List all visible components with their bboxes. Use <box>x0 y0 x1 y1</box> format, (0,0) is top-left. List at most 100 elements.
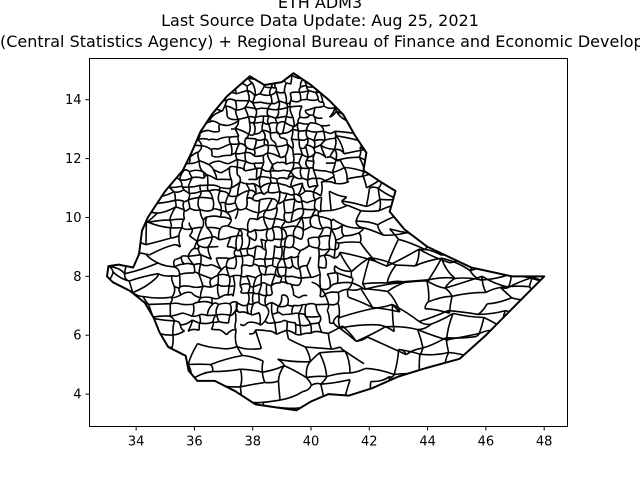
admin-boundary-line <box>267 227 273 230</box>
admin-boundary-line <box>384 166 403 169</box>
admin-boundary-line <box>228 136 232 145</box>
admin-boundary-line <box>112 106 123 115</box>
admin-boundary-line <box>315 208 322 213</box>
admin-boundary-line <box>313 147 316 153</box>
admin-boundary-line <box>532 132 538 135</box>
admin-boundary-line <box>358 118 367 135</box>
admin-boundary-line <box>122 133 158 148</box>
admin-boundary-line <box>220 74 226 78</box>
admin-boundary-line <box>269 131 278 135</box>
country-outline <box>106 72 546 412</box>
admin-boundary-line <box>335 94 363 97</box>
admin-boundary-line <box>471 124 492 131</box>
admin-boundary-line <box>211 198 215 211</box>
admin-boundary-line <box>172 139 182 144</box>
admin-boundary-line <box>107 350 134 354</box>
admin-boundary-line <box>236 159 239 168</box>
admin-boundary-line <box>467 139 492 154</box>
admin-boundary-line <box>180 80 184 86</box>
admin-boundary-line <box>402 76 426 86</box>
admin-boundary-line <box>389 121 407 126</box>
admin-boundary-line <box>497 185 518 189</box>
admin-boundary-line <box>107 73 136 76</box>
admin-boundary-line <box>475 357 513 360</box>
admin-boundary-line <box>107 228 112 242</box>
admin-boundary-line <box>365 188 371 207</box>
admin-boundary-line <box>225 202 236 206</box>
admin-boundary-line <box>265 305 270 314</box>
admin-boundary-line <box>315 178 319 187</box>
admin-boundary-line <box>107 125 112 143</box>
admin-boundary-line <box>288 338 306 348</box>
admin-boundary-line <box>234 143 241 154</box>
admin-boundary-line <box>473 169 497 175</box>
admin-boundary-line <box>107 366 133 376</box>
admin-boundary-line <box>206 226 221 230</box>
admin-boundary-line <box>318 315 322 324</box>
admin-boundary-line <box>423 184 451 190</box>
admin-boundary-line <box>178 227 183 236</box>
admin-boundary-line <box>205 76 212 84</box>
admin-boundary-line <box>275 143 288 148</box>
admin-boundary-line <box>262 364 285 373</box>
admin-boundary-line <box>252 198 261 202</box>
admin-boundary-line <box>210 149 213 156</box>
admin-boundary-line <box>284 116 288 123</box>
admin-boundary-line <box>191 292 202 299</box>
admin-boundary-line <box>339 156 360 161</box>
admin-boundary-line <box>194 113 203 116</box>
admin-boundary-line <box>305 315 321 318</box>
admin-boundary-line <box>333 249 336 259</box>
admin-boundary-line <box>107 193 115 206</box>
admin-boundary-line <box>144 345 150 367</box>
admin-boundary-line <box>364 78 380 82</box>
admin-boundary-line <box>427 107 457 115</box>
admin-boundary-line <box>125 323 134 329</box>
admin-boundary-line <box>258 292 268 297</box>
admin-boundary-line <box>272 75 283 79</box>
admin-boundary-line <box>283 193 288 202</box>
admin-boundary-line <box>225 328 237 336</box>
admin-boundary-line <box>404 103 437 109</box>
admin-boundary-line <box>285 107 289 117</box>
admin-boundary-line <box>285 161 294 166</box>
admin-boundary-line <box>307 238 310 246</box>
admin-boundary-line <box>151 74 171 82</box>
admin-boundary-line <box>389 106 411 112</box>
admin-boundary-line <box>508 76 540 81</box>
admin-boundary-line <box>455 202 476 209</box>
x-tick-label: 48 <box>536 435 553 450</box>
admin-boundary-line <box>259 168 263 177</box>
admin-boundary-line <box>530 212 538 224</box>
admin-boundary-line <box>245 137 257 140</box>
admin-boundary-line <box>283 258 287 268</box>
map-layer <box>106 72 546 412</box>
admin-boundary-line <box>376 224 385 236</box>
admin-boundary-line <box>169 74 184 82</box>
admin-boundary-line <box>326 273 332 288</box>
admin-boundary-line <box>489 214 496 228</box>
admin-boundary-line <box>181 136 189 141</box>
admin-boundary-line <box>197 103 200 107</box>
admin-boundary-line <box>446 332 480 341</box>
admin-boundary-line <box>270 176 278 180</box>
admin-boundary-line <box>267 330 278 335</box>
admin-boundary-line <box>312 169 318 180</box>
admin-boundary-line <box>493 78 502 92</box>
admin-boundary-line <box>294 198 302 203</box>
admin-boundary-line <box>199 160 210 166</box>
admin-boundary-line <box>220 167 231 174</box>
admin-boundary-line <box>285 115 294 119</box>
admin-boundary-line <box>313 199 317 210</box>
admin-boundary-line <box>497 234 508 248</box>
admin-boundary-line <box>534 226 543 241</box>
admin-boundary-line <box>107 98 134 104</box>
admin-boundary-line <box>247 116 251 123</box>
admin-boundary-line <box>108 321 134 325</box>
admin-boundary-line <box>123 273 130 282</box>
admin-boundary-line <box>199 208 213 212</box>
admin-boundary-line <box>328 190 347 198</box>
admin-boundary-line <box>503 327 539 333</box>
admin-boundary-line <box>452 312 484 319</box>
admin-boundary-line <box>486 192 496 205</box>
